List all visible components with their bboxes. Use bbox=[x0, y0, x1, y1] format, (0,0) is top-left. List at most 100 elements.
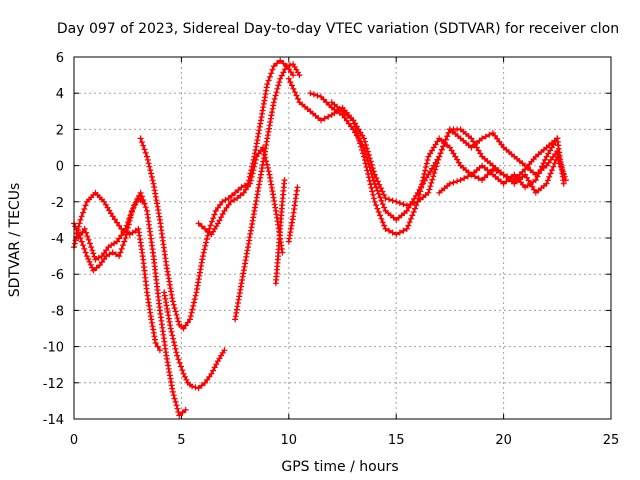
data-point bbox=[174, 352, 181, 359]
data-point bbox=[423, 174, 430, 181]
series-sat-c bbox=[75, 189, 189, 419]
data-point bbox=[148, 170, 155, 177]
data-point bbox=[189, 306, 196, 313]
data-point bbox=[84, 233, 91, 240]
data-point bbox=[410, 209, 417, 215]
y-tick-label: -14 bbox=[43, 413, 64, 428]
data-point bbox=[173, 349, 180, 356]
data-point bbox=[287, 79, 294, 86]
data-point bbox=[138, 139, 145, 146]
data-point bbox=[543, 180, 550, 187]
data-point bbox=[247, 180, 254, 187]
series-sat-g bbox=[195, 144, 286, 256]
series-sat-n bbox=[436, 135, 561, 196]
series-sat-j bbox=[285, 184, 301, 245]
data-point bbox=[386, 196, 392, 203]
data-point bbox=[373, 175, 380, 181]
data-point bbox=[146, 163, 153, 170]
y-tick-label: -12 bbox=[43, 377, 64, 392]
data-point bbox=[408, 215, 414, 222]
data-point bbox=[559, 167, 566, 173]
data-point bbox=[393, 231, 400, 238]
data-point bbox=[532, 177, 539, 184]
data-point bbox=[433, 163, 440, 170]
data-point bbox=[504, 173, 511, 180]
data-point bbox=[547, 170, 554, 177]
data-point bbox=[171, 305, 178, 312]
data-point bbox=[264, 81, 271, 88]
data-point bbox=[424, 157, 431, 163]
data-point bbox=[90, 267, 97, 274]
y-axis-label: SDTVAR / TECUs bbox=[7, 183, 23, 298]
data-point bbox=[282, 66, 288, 73]
data-point bbox=[273, 89, 280, 96]
data-point bbox=[561, 173, 568, 180]
data-point bbox=[438, 146, 445, 153]
data-point bbox=[176, 359, 183, 366]
data-point bbox=[82, 249, 89, 256]
data-point bbox=[131, 202, 138, 209]
data-point bbox=[172, 308, 179, 315]
data-point bbox=[167, 325, 174, 332]
y-tick-label: 2 bbox=[56, 123, 64, 138]
x-tick-label: 15 bbox=[388, 433, 405, 448]
data-point bbox=[192, 384, 199, 391]
data-point bbox=[560, 170, 567, 177]
data-point bbox=[475, 175, 482, 182]
data-point bbox=[122, 225, 129, 232]
data-point bbox=[365, 151, 372, 158]
series-sat-k bbox=[285, 75, 567, 238]
data-point bbox=[214, 220, 221, 227]
data-point bbox=[468, 171, 475, 178]
data-point bbox=[120, 242, 126, 249]
data-point bbox=[374, 187, 381, 194]
data-point bbox=[121, 238, 128, 245]
data-point bbox=[175, 409, 182, 415]
data-point bbox=[430, 173, 437, 180]
data-point bbox=[425, 153, 432, 160]
data-point bbox=[375, 209, 382, 215]
data-point bbox=[514, 174, 520, 181]
data-point bbox=[123, 222, 130, 229]
x-tick-label: 20 bbox=[495, 433, 512, 448]
data-point bbox=[171, 395, 178, 402]
data-point bbox=[132, 199, 139, 206]
tick-layer: 0 5 10 15 20 25 -14 -12 -10 -8 -6 -4 -2 0 2 4 6 bbox=[43, 51, 620, 448]
y-tick-label: 4 bbox=[56, 87, 64, 102]
data-point bbox=[109, 249, 116, 256]
data-point bbox=[486, 131, 493, 138]
data-point bbox=[481, 174, 488, 181]
data-point bbox=[278, 72, 285, 79]
data-point bbox=[240, 189, 247, 196]
data-point bbox=[170, 301, 177, 308]
data-point bbox=[128, 209, 135, 216]
data-point bbox=[81, 245, 88, 252]
data-point bbox=[179, 409, 186, 416]
data-point bbox=[326, 102, 333, 108]
data-point bbox=[117, 249, 124, 256]
x-axis-label: GPS time / hours bbox=[281, 459, 398, 475]
data-point bbox=[272, 92, 279, 99]
data-point bbox=[116, 235, 123, 242]
data-point bbox=[89, 247, 96, 254]
data-point bbox=[207, 222, 214, 229]
data-point bbox=[542, 156, 548, 163]
data-point bbox=[277, 75, 284, 82]
data-point bbox=[172, 398, 179, 405]
data-point bbox=[497, 169, 503, 176]
data-point bbox=[554, 148, 561, 155]
data-point bbox=[280, 60, 287, 67]
data-point bbox=[120, 229, 127, 236]
data-point bbox=[374, 178, 381, 185]
data-point bbox=[411, 200, 418, 206]
x-tick-label: 0 bbox=[70, 433, 78, 448]
data-point bbox=[192, 292, 199, 299]
data-point bbox=[366, 155, 373, 162]
data-point bbox=[320, 96, 327, 103]
data-point bbox=[269, 66, 276, 73]
data-point bbox=[148, 319, 155, 326]
data-point bbox=[176, 412, 183, 419]
data-point bbox=[396, 200, 403, 206]
series-trace bbox=[182, 59, 295, 330]
data-point bbox=[422, 167, 429, 174]
